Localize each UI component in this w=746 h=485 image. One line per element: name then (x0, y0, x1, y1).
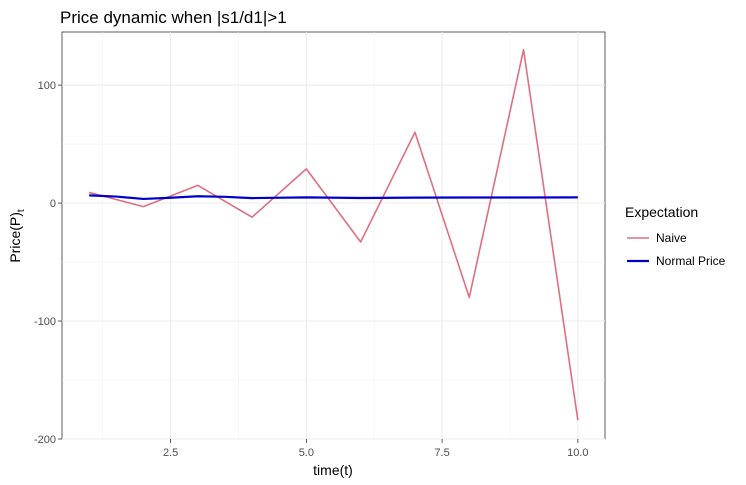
legend-title: Expectation (625, 204, 698, 220)
legend-label: Normal Price (656, 254, 726, 268)
x-tick-label: 5.0 (299, 447, 314, 459)
x-tick-label: 7.5 (434, 447, 449, 459)
grid-minor (62, 32, 605, 439)
y-tick-label: -200 (34, 434, 56, 446)
y-axis-title: Price(P)t (7, 209, 27, 263)
legend-entries: Naive Normal Price (627, 231, 726, 268)
legend-label: Naive (656, 231, 687, 245)
x-tick-label: 10.0 (567, 447, 588, 459)
legend: Expectation Naive Normal Price (625, 204, 726, 268)
y-axis-title-subscript: t (16, 209, 27, 212)
plot-panel (61, 31, 606, 440)
y-axis: -200 -100 0 100 (34, 80, 62, 446)
y-tick-label: -100 (34, 316, 56, 328)
chart-title: Price dynamic when |s1/d1|>1 (60, 8, 287, 27)
x-tick-label: 2.5 (163, 447, 178, 459)
y-axis-title-main: Price(P) (7, 212, 23, 263)
series-layer (88, 48, 579, 421)
x-axis-title: time(t) (313, 462, 353, 478)
series-line-naive (88, 48, 579, 421)
series-line-normal-price (89, 194, 578, 201)
y-tick-label: 100 (38, 80, 56, 92)
x-axis: 2.5 5.0 7.5 10.0 (163, 439, 589, 459)
y-tick-label: 0 (50, 198, 56, 210)
